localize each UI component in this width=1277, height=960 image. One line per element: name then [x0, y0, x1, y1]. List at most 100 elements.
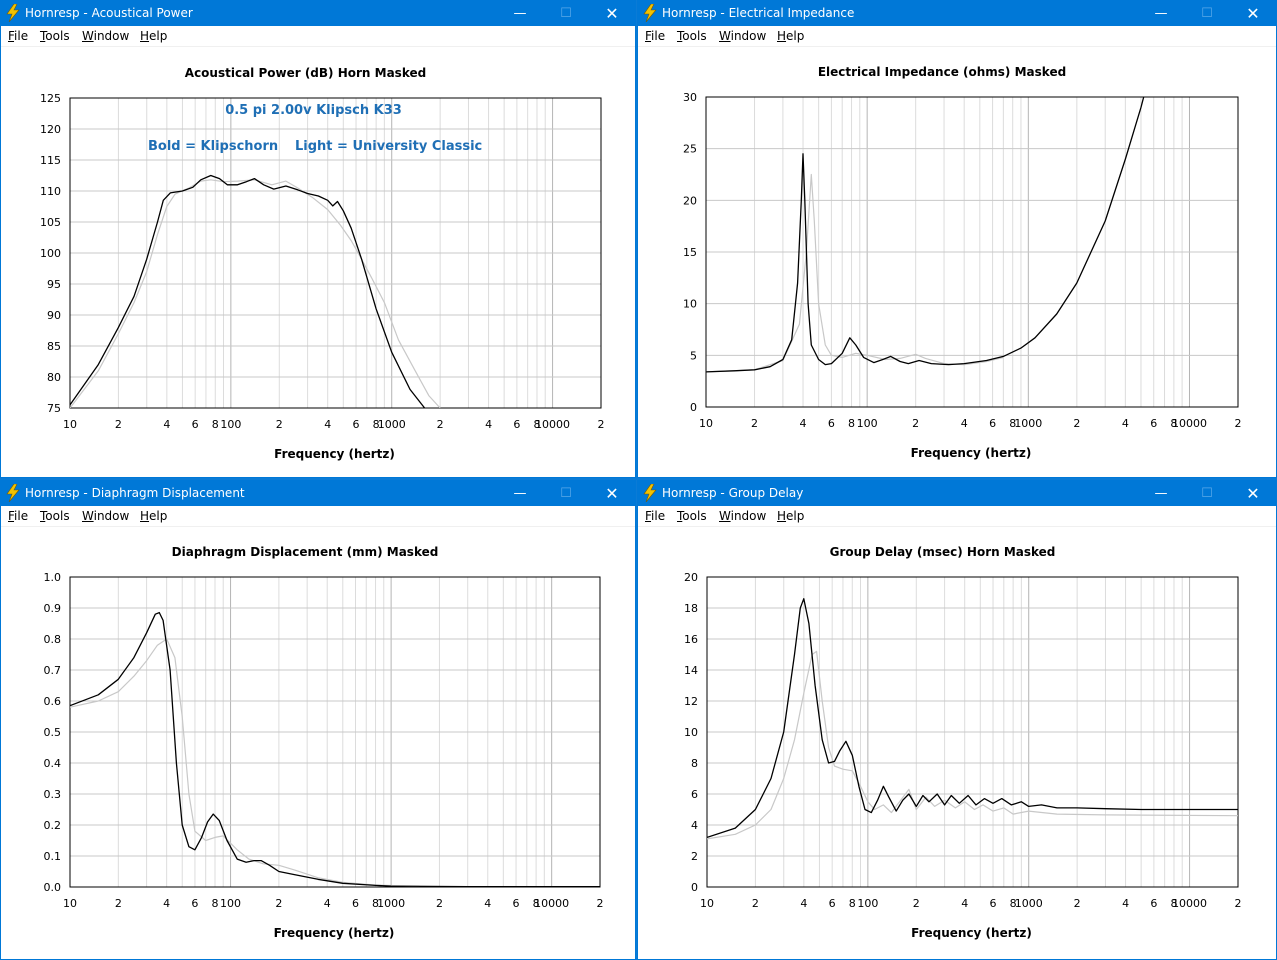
y-tick-label: 25 — [683, 143, 697, 156]
y-tick-label: 115 — [40, 154, 61, 167]
minimize-button[interactable]: — — [1154, 6, 1168, 21]
menu-file[interactable]: File — [8, 509, 29, 523]
series-line-university-classic — [706, 173, 1004, 373]
menu-help[interactable]: Help — [140, 29, 168, 43]
y-tick-label: 0.2 — [44, 819, 62, 832]
menu-tools[interactable]: Tools — [677, 29, 707, 43]
annotation-bold-legend: Bold = Klipschorn — [148, 139, 278, 154]
x-tick-label: 4 — [961, 417, 968, 430]
menu-tools[interactable]: Tools — [677, 509, 707, 523]
y-tick-label: 125 — [40, 92, 61, 105]
series-line-klipschorn — [70, 174, 426, 408]
x-tick-label: 8 — [373, 418, 380, 431]
window-title: Hornresp - Diaphragm Displacement — [25, 486, 245, 500]
menu-file[interactable]: File — [8, 29, 29, 43]
x-tick-label: 8 — [211, 897, 218, 910]
x-tick-label: 4 — [961, 897, 968, 910]
title-bar[interactable]: Hornresp - Acoustical Power — ☐ ✕ — [1, 1, 635, 26]
x-tick-label: 8 — [848, 417, 855, 430]
x-tick-label: 6 — [828, 417, 835, 430]
menu-window[interactable]: Window — [719, 509, 767, 523]
chart-title: Diaphragm Displacement (mm) Masked — [172, 545, 439, 559]
minimize-button[interactable]: — — [513, 486, 527, 501]
window-electrical-impedance[interactable]: Hornresp - Electrical Impedance — ☐ ✕ File To… — [637, 0, 1277, 478]
hornresp-app-icon[interactable] — [5, 484, 21, 502]
x-tick-label: 1000 — [1015, 897, 1043, 910]
y-tick-label: 0.8 — [44, 633, 62, 646]
menu-file[interactable]: File — [645, 29, 666, 43]
window-group-delay[interactable]: Hornresp - Group Delay — ☐ ✕ File Tools Window… — [637, 480, 1277, 960]
series-line-university-classic — [70, 638, 420, 887]
x-tick-label: 1000 — [377, 897, 405, 910]
maximize-button[interactable]: ☐ — [560, 486, 572, 501]
y-tick-label: 12 — [684, 695, 698, 708]
y-tick-label: 10 — [684, 726, 698, 739]
window-diaphragm-displacement[interactable]: Hornresp - Diaphragm Displacement — ☐ ✕ File… — [0, 480, 636, 960]
series-line-klipschorn — [70, 611, 600, 887]
y-tick-label: 8 — [691, 757, 698, 770]
title-bar[interactable]: Hornresp - Electrical Impedance — ☐ ✕ — [638, 1, 1276, 26]
y-tick-label: 0 — [690, 401, 697, 414]
x-tick-label: 4 — [1122, 417, 1129, 430]
y-tick-label: 2 — [691, 850, 698, 863]
maximize-button[interactable]: ☐ — [560, 6, 572, 21]
y-tick-label: 30 — [683, 91, 697, 104]
menu-window[interactable]: Window — [82, 29, 130, 43]
plot-frame — [69, 576, 601, 888]
menu-bar: File Tools Window Help — [1, 26, 635, 47]
chart-electrical-impedance: Electrical Impedance (ohms) Masked 0 5 10 15… — [683, 65, 1242, 460]
close-button[interactable]: ✕ — [1246, 484, 1260, 503]
x-tick-label: 4 — [485, 418, 492, 431]
menu-window[interactable]: Window — [82, 509, 130, 523]
maximize-button[interactable]: ☐ — [1201, 6, 1213, 21]
x-tick-label: 8 — [372, 897, 379, 910]
annotation-light-legend: Light = University Classic — [295, 139, 482, 154]
y-tick-label: 4 — [691, 819, 698, 832]
title-bar[interactable]: Hornresp - Group Delay — ☐ ✕ — [638, 481, 1276, 506]
series-line-university-classic — [70, 179, 441, 408]
close-button[interactable]: ✕ — [1246, 4, 1260, 23]
menu-help[interactable]: Help — [777, 29, 805, 43]
close-button[interactable]: ✕ — [605, 4, 619, 23]
title-bar[interactable]: Hornresp - Diaphragm Displacement — ☐ ✕ — [1, 481, 635, 506]
y-tick-label: 14 — [684, 664, 698, 677]
x-tick-label: 2 — [751, 417, 758, 430]
y-tick-label: 0.7 — [44, 664, 62, 677]
y-tick-label: 85 — [47, 340, 61, 353]
menu-help[interactable]: Help — [777, 509, 805, 523]
x-tick-label: 6 — [1150, 897, 1157, 910]
close-button[interactable]: ✕ — [605, 484, 619, 503]
window-acoustical-power[interactable]: Hornresp - Acoustical Power — ☐ ✕ File Tools W… — [0, 0, 636, 478]
x-axis-label: Frequency (hertz) — [274, 926, 395, 940]
window-title: Hornresp - Acoustical Power — [25, 6, 193, 20]
y-tick-label: 80 — [47, 371, 61, 384]
menu-tools[interactable]: Tools — [40, 509, 70, 523]
hornresp-app-icon[interactable] — [642, 4, 658, 22]
x-tick-label: 2 — [275, 897, 282, 910]
plot-frame — [69, 97, 602, 409]
y-tick-label: 95 — [47, 278, 61, 291]
menu-bar: File Tools Window Help — [638, 506, 1276, 527]
annotation-setup: 0.5 pi 2.00v Klipsch K33 — [225, 103, 402, 118]
x-axis-label: Frequency (hertz) — [911, 926, 1032, 940]
menu-window[interactable]: Window — [719, 29, 767, 43]
hornresp-app-icon[interactable] — [5, 4, 21, 22]
x-tick-label: 2 — [1235, 417, 1242, 430]
x-tick-label: 10 — [700, 897, 714, 910]
menu-file[interactable]: File — [645, 509, 666, 523]
x-axis-label: Frequency (hertz) — [274, 447, 395, 461]
x-tick-label: 8 — [1009, 417, 1016, 430]
x-tick-label: 10000 — [1172, 897, 1207, 910]
y-tick-label: 15 — [683, 246, 697, 259]
maximize-button[interactable]: ☐ — [1201, 486, 1213, 501]
x-tick-label: 8 — [533, 418, 540, 431]
x-tick-label: 4 — [163, 418, 170, 431]
menu-tools[interactable]: Tools — [40, 29, 70, 43]
hornresp-app-icon[interactable] — [642, 484, 658, 502]
x-tick-label: 10000 — [1172, 417, 1207, 430]
minimize-button[interactable]: — — [1154, 486, 1168, 501]
minimize-button[interactable]: — — [513, 6, 527, 21]
y-tick-label: 1.0 — [44, 571, 62, 584]
menu-help[interactable]: Help — [140, 509, 168, 523]
plot-frame — [705, 96, 1239, 408]
